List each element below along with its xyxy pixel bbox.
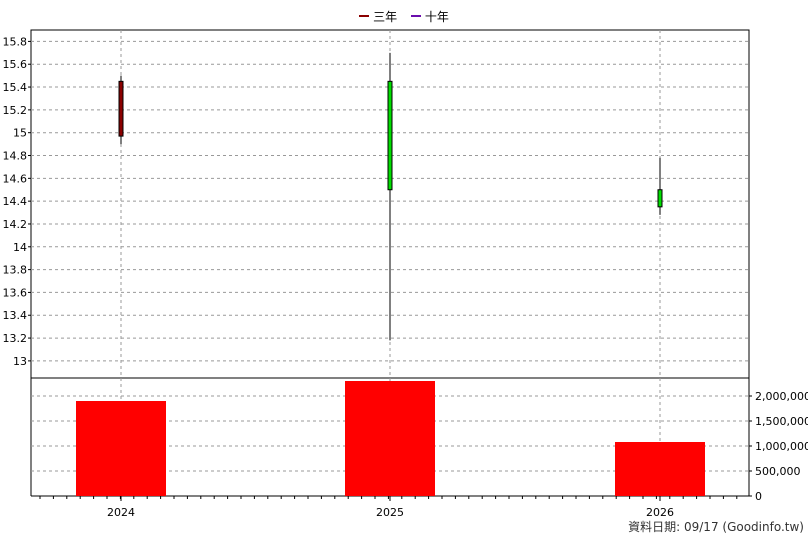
legend-item-ten-year[interactable]: 十年 xyxy=(410,8,449,25)
price-tick-label: 14.4 xyxy=(3,195,28,208)
x-tick-label: 2025 xyxy=(376,506,404,519)
price-tick-label: 15.6 xyxy=(3,58,28,71)
legend-label-three-year: 三年 xyxy=(373,9,398,24)
candle-body xyxy=(657,189,663,208)
legend-swatch-ten-year xyxy=(410,15,421,17)
price-tick-label: 13 xyxy=(13,355,27,368)
volume-tick-label: 1,000,000 xyxy=(755,440,808,453)
price-tick-label: 14 xyxy=(13,241,27,254)
volume-tick-label: 2,000,000 xyxy=(755,390,808,403)
price-tick-label: 13.8 xyxy=(3,264,28,277)
price-tick-label: 14.2 xyxy=(3,218,28,231)
data-date-note: 資料日期: 09/17 (Goodinfo.tw) xyxy=(628,520,804,534)
price-tick-label: 14.8 xyxy=(3,150,28,163)
x-tick-label: 2024 xyxy=(107,506,135,519)
price-tick-label: 13.4 xyxy=(3,309,28,322)
price-panel: 13 13.2 13.4 13.6 13.8 14 14.2 14.4 14.6 14.8 15 15… xyxy=(3,29,750,379)
volume-bar xyxy=(615,442,705,496)
price-tick-label: 15.4 xyxy=(3,81,28,94)
legend-label-ten-year: 十年 xyxy=(424,9,449,24)
price-tick-label: 14.6 xyxy=(3,172,28,185)
volume-tick-label: 500,000 xyxy=(755,465,801,478)
volume-bar xyxy=(345,381,435,496)
volume-panel: 0 500,000 1,000,000 1,500,000 2,000,000 2024 2… xyxy=(30,378,808,519)
x-tick-label: 2026 xyxy=(646,506,674,519)
volume-bar xyxy=(76,401,166,496)
volume-tick-label: 0 xyxy=(755,490,762,503)
candle-body xyxy=(387,80,393,191)
price-tick-label: 15.2 xyxy=(3,104,28,117)
volume-tick-label: 1,500,000 xyxy=(755,415,808,428)
price-tick-label: 15.8 xyxy=(3,35,28,48)
chart-legend: 三年 十年 xyxy=(0,6,808,25)
price-tick-label: 15 xyxy=(13,127,27,140)
price-tick-label: 13.2 xyxy=(3,332,28,345)
legend-item-three-year[interactable]: 三年 xyxy=(359,8,397,25)
legend-swatch-three-year xyxy=(359,15,370,17)
price-tick-label: 13.6 xyxy=(3,286,28,299)
candle-body xyxy=(118,80,124,137)
